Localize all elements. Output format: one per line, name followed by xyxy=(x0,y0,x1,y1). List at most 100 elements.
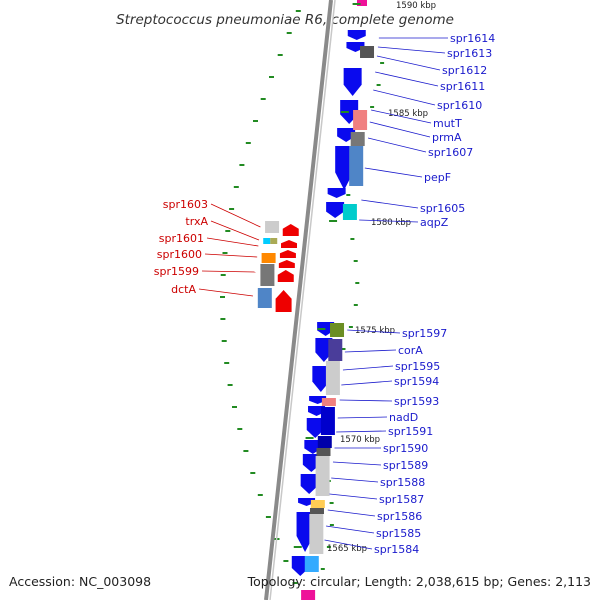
cog-block xyxy=(360,46,375,58)
leader-line xyxy=(324,539,373,550)
cds-arrow xyxy=(326,202,345,218)
gc-mark xyxy=(380,62,385,64)
tick-label-1575: 1575 kbp xyxy=(355,326,395,336)
gc-mark xyxy=(220,274,226,276)
leader-line xyxy=(206,237,259,247)
tick-label-1585: 1585 kbp xyxy=(388,109,428,119)
leader-line xyxy=(332,461,382,466)
leader-line xyxy=(373,89,436,106)
gc-mark xyxy=(257,494,263,496)
gene-label-mutT: mutT xyxy=(433,117,462,130)
leader-line xyxy=(371,109,432,124)
cog-block xyxy=(260,264,275,286)
gene-label-spr1595: spr1595 xyxy=(395,360,440,373)
gene-label-spr1594: spr1594 xyxy=(394,375,439,388)
leader-line xyxy=(210,220,260,241)
feature-track xyxy=(257,0,375,600)
gene-label-spr1603: spr1603 xyxy=(163,198,208,211)
label-leader-lines xyxy=(198,37,448,550)
cog-block xyxy=(316,448,331,456)
gene-label-spr1600: spr1600 xyxy=(157,248,202,261)
cds-arrow xyxy=(346,42,365,52)
cds-arrow xyxy=(308,406,326,416)
gc-mark xyxy=(320,568,325,570)
gene-label-spr1593: spr1593 xyxy=(394,395,439,408)
gene-label-spr1586: spr1586 xyxy=(377,510,422,523)
gc-mark xyxy=(224,362,230,364)
backbone-line xyxy=(264,0,333,600)
cds-arrow xyxy=(315,338,333,362)
cds-arrow xyxy=(309,396,327,404)
gc-mark xyxy=(346,194,351,196)
tick-track: 1590 kbp 1585 kbp 1580 kbp 1575 kbp 1570… xyxy=(293,1,436,554)
leader-line xyxy=(336,430,387,433)
leader-line xyxy=(369,121,431,138)
gene-label-corA: corA xyxy=(398,344,423,357)
gene-label-spr1588: spr1588 xyxy=(380,476,425,489)
cog-block xyxy=(349,146,364,186)
gene-labels-right: spr1614spr1613spr1612spr1611spr1610mutTp… xyxy=(374,32,495,556)
gc-mark xyxy=(350,238,355,240)
cog-block xyxy=(325,361,340,395)
gc-mark xyxy=(353,304,358,306)
backbone xyxy=(264,0,336,600)
cog-block xyxy=(320,407,335,435)
cog-block xyxy=(263,238,271,244)
gc-mark xyxy=(222,252,228,254)
leader-line xyxy=(210,203,261,228)
cds-arrow xyxy=(327,188,346,198)
gc-mark xyxy=(353,260,358,262)
gc-mark xyxy=(237,428,243,430)
gene-label-nadD: nadD xyxy=(389,411,418,424)
gene-label-spr1614: spr1614 xyxy=(450,32,495,45)
leader-line xyxy=(344,349,397,353)
leader-line xyxy=(359,219,419,223)
leader-line xyxy=(377,46,446,54)
tick-label-1570: 1570 kbp xyxy=(340,435,380,445)
minus-cds-arrow xyxy=(282,224,299,236)
topology-text: Topology: circular; Length: 2,038,615 bp… xyxy=(247,574,591,589)
gc-mark xyxy=(326,546,331,548)
gene-label-dctA: dctA xyxy=(171,283,196,296)
leader-line xyxy=(198,288,253,297)
gc-mark xyxy=(277,54,283,56)
gc-mark xyxy=(376,84,381,86)
leader-line xyxy=(364,167,423,178)
backbone-edge xyxy=(269,0,336,600)
cds-arrow xyxy=(296,512,314,552)
gc-mark xyxy=(283,560,289,562)
gc-content-track xyxy=(220,10,385,584)
gene-labels-left: spr1603 trxA spr1601 spr1600 spr1599 dctA xyxy=(154,198,209,296)
gc-mark xyxy=(243,450,249,452)
gene-label-aqpZ: aqpZ xyxy=(420,216,449,229)
gc-mark xyxy=(245,142,251,144)
leader-line xyxy=(342,365,394,371)
gc-mark xyxy=(227,384,233,386)
gc-mark xyxy=(341,348,346,350)
cog-block xyxy=(304,556,319,572)
cds-arrow xyxy=(302,454,320,472)
gc-mark xyxy=(253,120,258,122)
leader-line xyxy=(375,71,439,87)
leader-line xyxy=(325,525,375,534)
gene-label-prmA: prmA xyxy=(432,131,462,144)
gc-mark xyxy=(225,230,231,232)
gc-mark xyxy=(269,76,274,78)
gene-label-spr1589: spr1589 xyxy=(383,459,428,472)
gc-mark xyxy=(286,32,292,34)
gene-label-spr1610: spr1610 xyxy=(437,99,482,112)
accession-text: Accession: NC_003098 xyxy=(9,574,152,589)
gc-mark xyxy=(229,208,235,210)
gene-label-spr1585: spr1585 xyxy=(376,527,421,540)
cog-block xyxy=(317,436,332,448)
gene-label-spr1601: spr1601 xyxy=(159,232,204,245)
gc-mark xyxy=(265,516,271,518)
leader-line xyxy=(347,329,401,334)
leader-line xyxy=(376,55,441,71)
cog-block xyxy=(310,500,325,508)
cog-block xyxy=(309,514,324,554)
gc-mark xyxy=(239,164,245,166)
gc-mark xyxy=(220,296,225,298)
tick-label-1580: 1580 kbp xyxy=(371,218,411,228)
